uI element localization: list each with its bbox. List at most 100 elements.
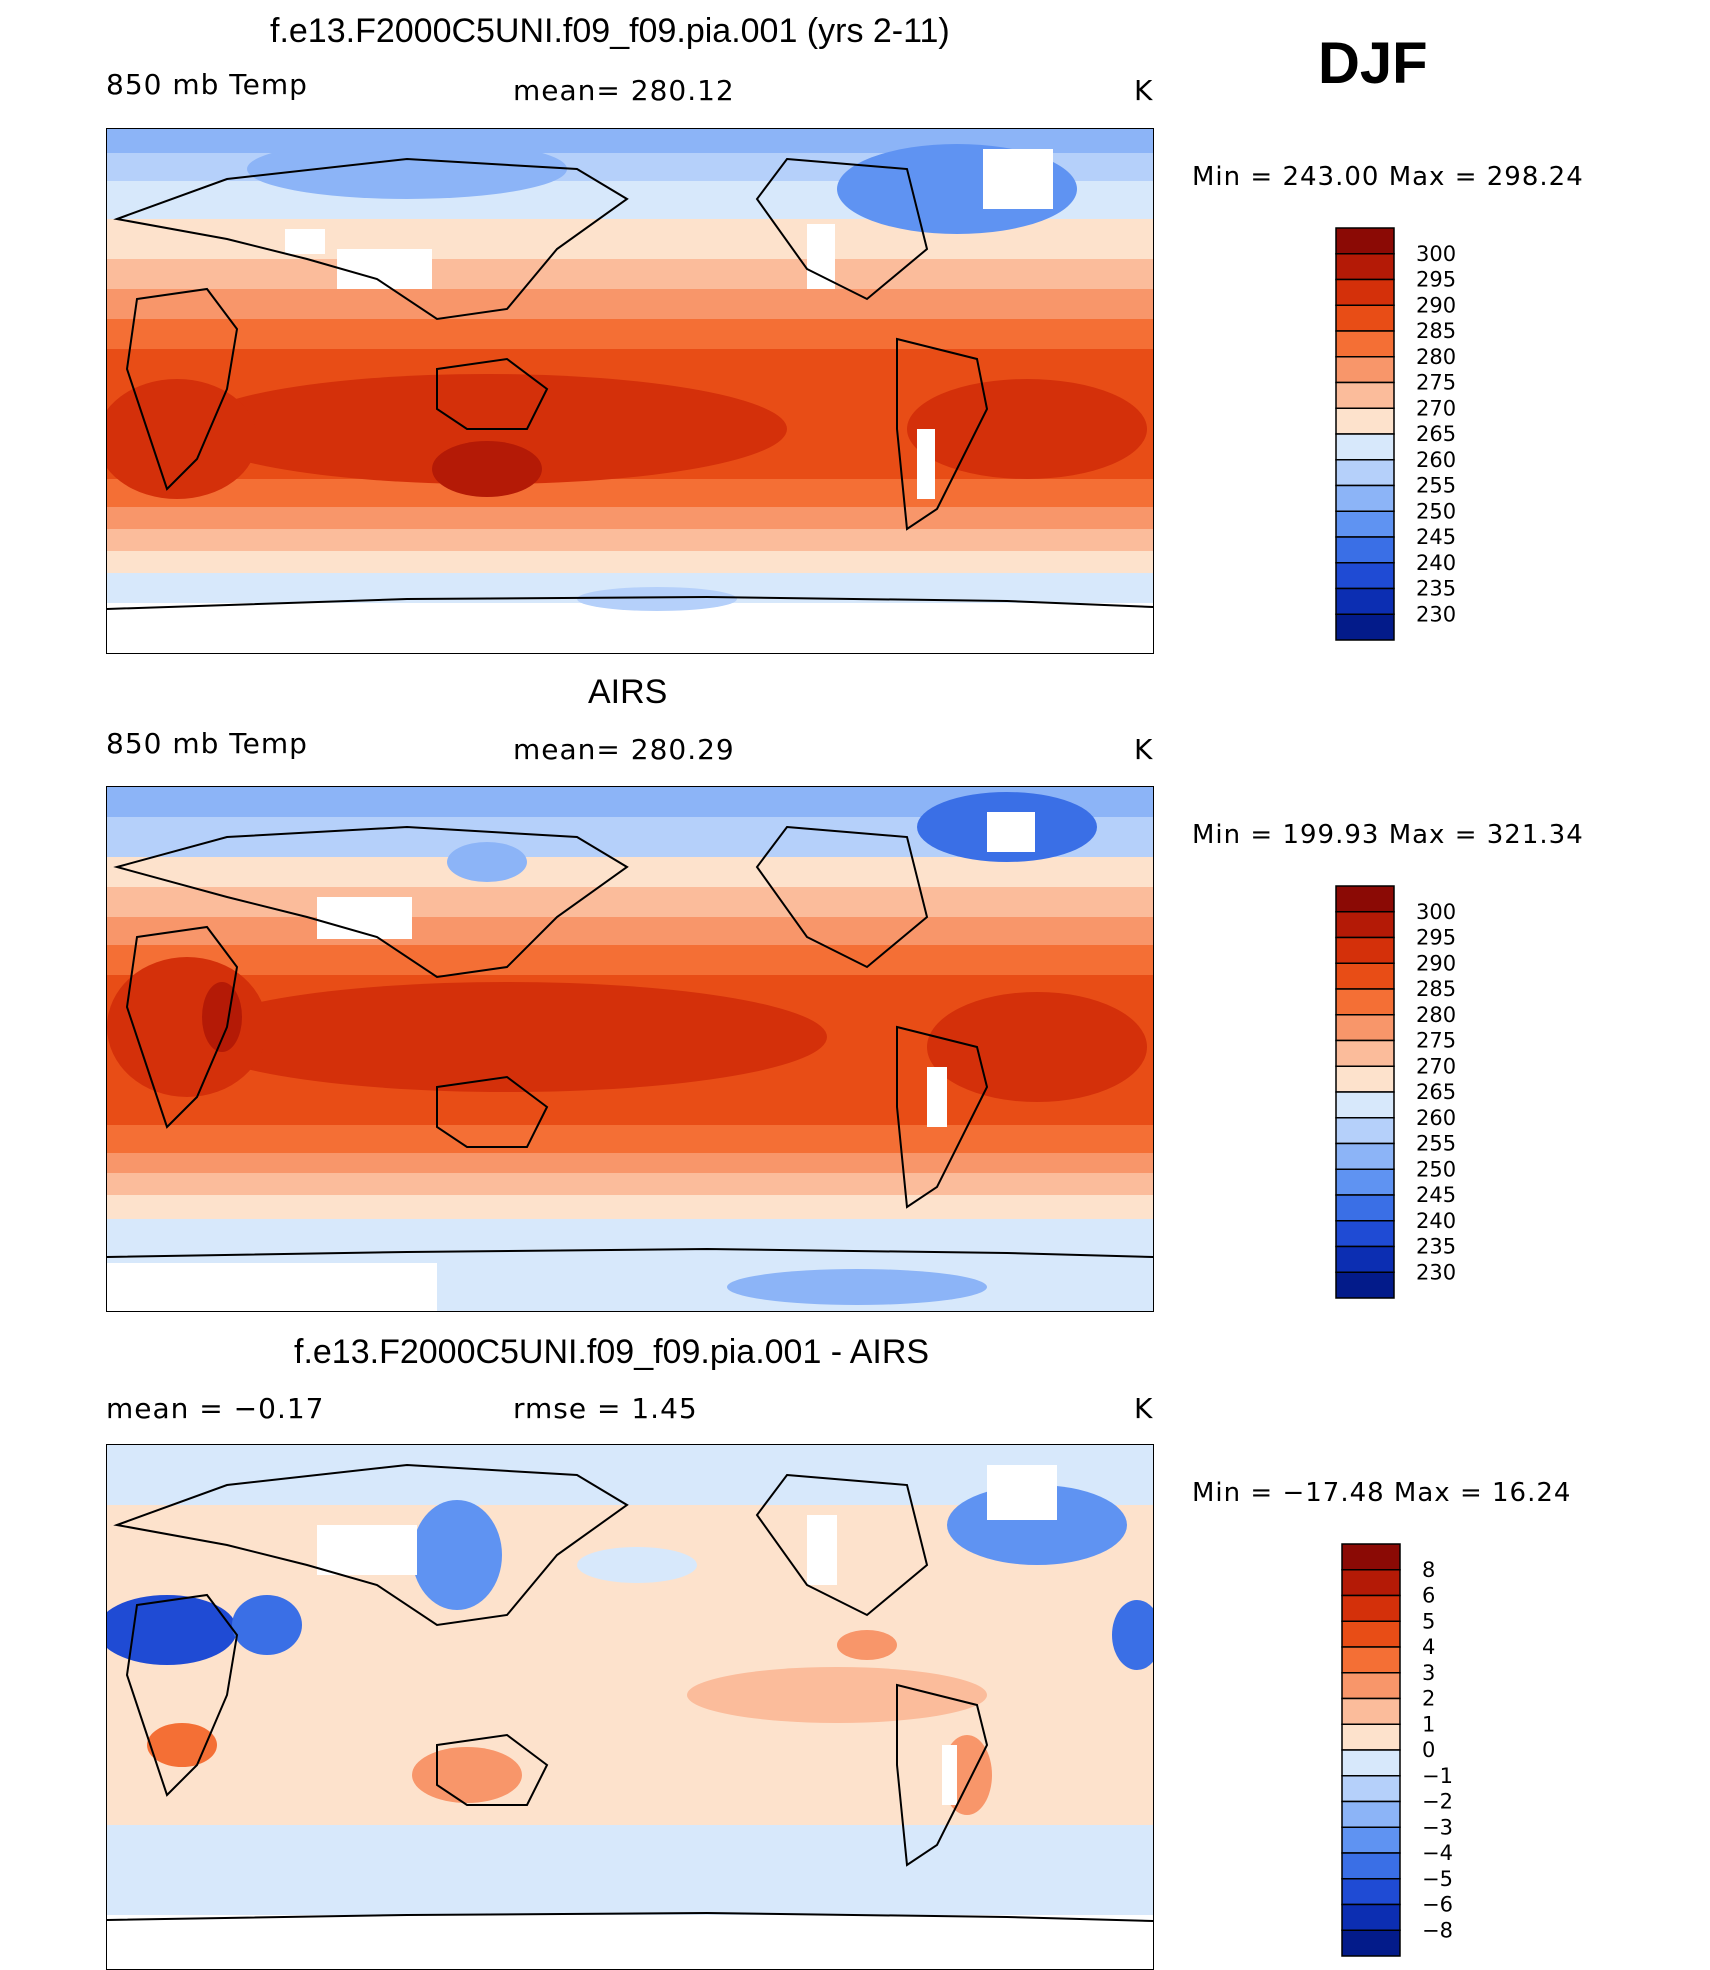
colorbar-swatch — [1335, 1142, 1395, 1170]
colorbar-tick-label: −4 — [1422, 1841, 1453, 1865]
colorbar-swatch — [1335, 936, 1395, 964]
colorbar-tick-label: 295 — [1416, 926, 1456, 950]
colorbar-swatch — [1335, 885, 1395, 913]
missing-data — [317, 897, 412, 939]
coastline-antarctica — [107, 595, 1153, 610]
colorbar-tick-label: 270 — [1416, 396, 1456, 420]
colorbar-swatch — [1335, 356, 1395, 384]
panel-1-variable-label: 850 mb Temp — [106, 68, 308, 101]
colorbar-tick-label: 230 — [1416, 1260, 1456, 1284]
colorbar-tick-label: 280 — [1416, 1003, 1456, 1027]
colorbar-swatch — [1341, 1543, 1401, 1571]
coastline-eurasia — [113, 157, 629, 321]
coastline-antarctica — [107, 1911, 1153, 1922]
band — [107, 319, 1153, 349]
coastline-south-america — [896, 1025, 989, 1209]
panel-1-minmax: Min = 243.00 Max = 298.24 — [1192, 162, 1584, 192]
coastline-north-america — [755, 157, 929, 301]
colorbar-swatch — [1335, 1065, 1395, 1093]
band — [107, 857, 1153, 887]
colorbar-tick-label: −6 — [1422, 1893, 1453, 1917]
band — [107, 1195, 1153, 1219]
colorbar-tick-label: 4 — [1422, 1635, 1435, 1659]
colorbar-swatch — [1335, 562, 1395, 590]
warm-pool — [187, 982, 827, 1092]
band — [107, 507, 1153, 529]
band — [107, 1219, 1153, 1247]
band — [107, 603, 1153, 653]
colorbar-tick-label: −2 — [1422, 1790, 1453, 1814]
colorbar-swatch — [1335, 381, 1395, 409]
colorbar-tick-label: 255 — [1416, 474, 1456, 498]
colorbar-swatch — [1341, 1646, 1401, 1674]
missing-data — [337, 249, 432, 289]
band — [107, 259, 1153, 289]
cold-region — [1112, 1600, 1153, 1670]
panel-3-minmax: Min = −17.48 Max = 16.24 — [1192, 1478, 1572, 1508]
colorbar-tick-label: 2 — [1422, 1687, 1435, 1711]
coastline-africa — [125, 1593, 239, 1797]
colorbar-tick-label: 245 — [1416, 1183, 1456, 1207]
colorbar-swatch — [1335, 1245, 1395, 1273]
warm-pool — [907, 379, 1147, 479]
colorbar-swatch — [1335, 911, 1395, 939]
colorbar-tick-label: −8 — [1422, 1918, 1453, 1942]
panel-3-title: f.e13.F2000C5UNI.f09_f09.pia.001 - AIRS — [294, 1333, 930, 1371]
colorbar-swatch — [1341, 1723, 1401, 1751]
colorbar-swatch — [1335, 962, 1395, 990]
colorbar-tick-label: 240 — [1416, 551, 1456, 575]
colorbar-swatch — [1335, 407, 1395, 435]
colorbar-tick-label: −1 — [1422, 1764, 1453, 1788]
missing-data — [285, 229, 325, 254]
band — [107, 289, 1153, 319]
colorbar-swatch — [1335, 253, 1395, 281]
panel-3-map — [106, 1444, 1154, 1970]
colorbar-tick-label: −5 — [1422, 1867, 1453, 1891]
warm-pool — [837, 1630, 897, 1660]
panel-1-colorbar: 300 295 290 285 280 275 270 265 260 255 250 245 240 2… — [1335, 227, 1496, 642]
panel-2-minmax: Min = 199.93 Max = 321.34 — [1192, 820, 1584, 850]
warm-pool — [202, 982, 242, 1052]
colorbar-tick-label: 8 — [1422, 1558, 1435, 1582]
colorbar-swatch — [1335, 484, 1395, 512]
cold-region — [577, 587, 737, 611]
colorbar-tick-label: 275 — [1416, 1029, 1456, 1053]
colorbar-swatch — [1335, 613, 1395, 641]
coastline-africa — [125, 287, 239, 491]
colorbar-swatch — [1335, 304, 1395, 332]
colorbar-tick-label: −3 — [1422, 1815, 1453, 1839]
coastline-antarctica — [107, 1247, 1153, 1258]
band — [107, 529, 1153, 551]
band — [107, 479, 1153, 507]
panel-3-units-label: K — [1134, 1392, 1154, 1425]
colorbar-tick-label: 235 — [1416, 1235, 1456, 1259]
colorbar-tick-label: 270 — [1416, 1054, 1456, 1078]
panel-1-colorbar-svg: 3002952902852802752702652602552502452402… — [1335, 227, 1456, 641]
colorbar-swatch — [1341, 1852, 1401, 1880]
colorbar-tick-label: 0 — [1422, 1738, 1435, 1762]
colorbar-swatch — [1335, 1220, 1395, 1248]
panel-2-variable-label: 850 mb Temp — [106, 727, 308, 760]
coastline-south-america — [896, 337, 989, 531]
missing-data — [917, 429, 935, 499]
missing-data — [107, 1263, 437, 1311]
colorbar-tick-label: 250 — [1416, 1157, 1456, 1181]
missing-data — [987, 812, 1035, 852]
colorbar-swatch — [1335, 459, 1395, 487]
panel-2-map — [106, 786, 1154, 1312]
band — [107, 945, 1153, 975]
panel-1-title: f.e13.F2000C5UNI.f09_f09.pia.001 (yrs 2-… — [270, 12, 950, 50]
colorbar-tick-label: 290 — [1416, 951, 1456, 975]
coastline-africa — [125, 925, 239, 1129]
coastline-eurasia — [113, 825, 629, 979]
colorbar-tick-label: 240 — [1416, 1209, 1456, 1233]
colorbar-swatch — [1341, 1697, 1401, 1725]
colorbar-tick-label: 235 — [1416, 577, 1456, 601]
colorbar-tick-label: 250 — [1416, 499, 1456, 523]
band — [107, 1173, 1153, 1195]
colorbar-tick-label: 295 — [1416, 268, 1456, 292]
missing-data — [107, 1915, 1153, 1969]
colorbar-tick-label: 260 — [1416, 448, 1456, 472]
colorbar-tick-label: 265 — [1416, 422, 1456, 446]
cold-region — [412, 1500, 502, 1610]
